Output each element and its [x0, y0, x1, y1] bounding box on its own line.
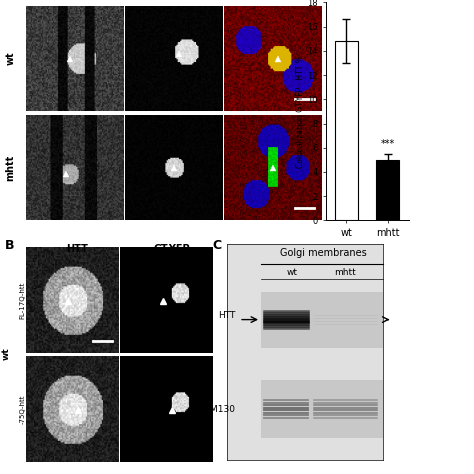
- Text: C: C: [212, 239, 221, 252]
- Bar: [376, 160, 399, 220]
- Text: HTT: HTT: [219, 311, 236, 320]
- Bar: [335, 41, 358, 220]
- Text: GT-YFP: GT-YFP: [153, 244, 190, 255]
- Y-axis label: Colocalization GT-YFP · HTT %: Colocalization GT-YFP · HTT %: [296, 55, 305, 168]
- Text: ***: ***: [381, 139, 395, 149]
- Text: mhtt: mhtt: [335, 268, 356, 277]
- Text: mhtt: mhtt: [6, 155, 16, 181]
- Text: GM130: GM130: [204, 405, 236, 414]
- Bar: [261, 380, 383, 438]
- Text: wt: wt: [287, 268, 298, 277]
- Bar: [261, 292, 383, 347]
- Text: -75Q-htt: -75Q-htt: [19, 394, 26, 424]
- Text: Golgi membranes: Golgi membranes: [280, 248, 367, 258]
- Text: wt: wt: [6, 52, 16, 65]
- Text: FL-17Q-htt: FL-17Q-htt: [19, 282, 26, 319]
- Text: B: B: [5, 239, 14, 252]
- Text: wt: wt: [2, 347, 11, 359]
- Text: HTT: HTT: [66, 244, 88, 255]
